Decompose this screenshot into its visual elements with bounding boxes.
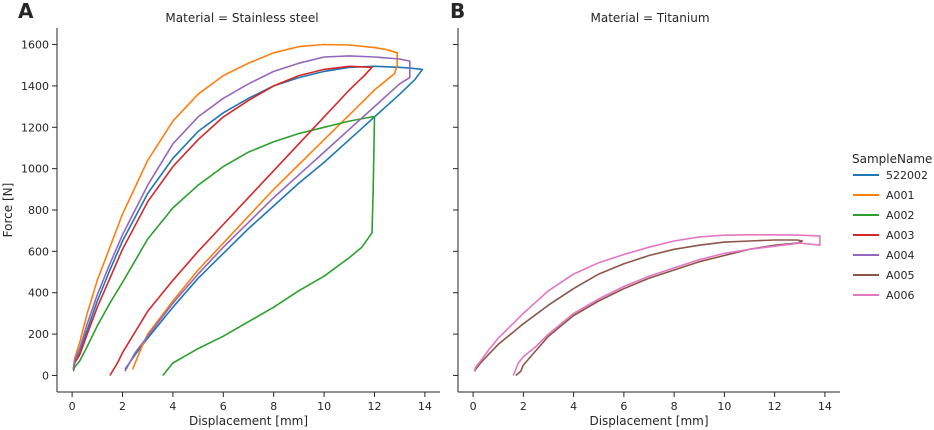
panel-b-series xyxy=(473,234,821,377)
panel-b: B Material = Titanium 0 2 4 6 8 10 12 14 Displa… xyxy=(450,0,840,428)
x-tick-label: 14 xyxy=(818,400,832,413)
panel-a-ylabel: Force [N] xyxy=(1,183,15,238)
y-tick-label: 1000 xyxy=(21,163,49,176)
x-tick-label: 8 xyxy=(270,400,277,413)
y-tick-label: 1200 xyxy=(21,121,49,134)
panel-a-ticks: 0 2 4 6 8 10 12 14 0 200 400 600 800 1000 1200 1400 1600 xyxy=(21,39,432,413)
x-tick-label: 2 xyxy=(520,400,527,413)
legend-label: 522002 xyxy=(886,169,928,182)
x-tick-label: 6 xyxy=(620,400,627,413)
x-tick-label: 4 xyxy=(570,400,577,413)
y-tick-label: 600 xyxy=(28,245,49,258)
y-tick-label: 800 xyxy=(28,204,49,217)
legend-label: A003 xyxy=(886,229,915,242)
legend-label: A006 xyxy=(886,289,915,302)
x-tick-label: 4 xyxy=(169,400,176,413)
y-tick-label: 200 xyxy=(28,328,49,341)
series-line-a004 xyxy=(72,55,411,372)
panel-label-b: B xyxy=(450,0,465,23)
panel-b-ticks: 0 2 4 6 8 10 12 14 xyxy=(453,44,832,413)
legend-items: 522002 A001 A002 A003 A004 A005 A006 xyxy=(853,169,928,302)
x-tick-label: 8 xyxy=(671,400,678,413)
series-line-522002 xyxy=(72,65,424,370)
y-tick-label: 1600 xyxy=(21,39,49,52)
x-tick-label: 12 xyxy=(367,400,381,413)
legend-label: A004 xyxy=(886,249,915,262)
x-tick-label: 10 xyxy=(317,400,331,413)
series-line-a003 xyxy=(72,65,373,376)
x-tick-label: 12 xyxy=(768,400,782,413)
panel-a-series xyxy=(72,43,424,377)
x-tick-label: 14 xyxy=(418,400,432,413)
series-line-a006 xyxy=(473,234,821,376)
panel-b-xlabel: Displacement [mm] xyxy=(589,414,708,428)
x-tick-label: 2 xyxy=(119,400,126,413)
x-tick-label: 10 xyxy=(717,400,731,413)
legend-label: A001 xyxy=(886,189,915,202)
x-tick-label: 0 xyxy=(69,400,76,413)
legend: SampleName 522002 A001 A002 A003 A004 A005 A00… xyxy=(852,152,932,302)
panel-a-xlabel: Displacement [mm] xyxy=(189,414,308,428)
legend-label: A005 xyxy=(886,269,915,282)
panel-b-title: Material = Titanium xyxy=(590,11,709,25)
legend-label: A002 xyxy=(886,209,915,222)
x-tick-label: 6 xyxy=(220,400,227,413)
series-line-a001 xyxy=(72,43,399,370)
y-tick-label: 0 xyxy=(42,369,49,382)
series-line-a005 xyxy=(473,239,804,377)
panel-label-a: A xyxy=(18,0,34,23)
panel-a-title: Material = Stainless steel xyxy=(165,11,318,25)
panel-a: A Material = Stainless steel 0 2 4 6 8 10 12 14… xyxy=(1,0,440,428)
x-tick-label: 0 xyxy=(470,400,477,413)
series-line-a002 xyxy=(72,115,376,377)
y-tick-label: 400 xyxy=(28,287,49,300)
y-tick-label: 1400 xyxy=(21,80,49,93)
legend-title: SampleName xyxy=(852,152,932,166)
